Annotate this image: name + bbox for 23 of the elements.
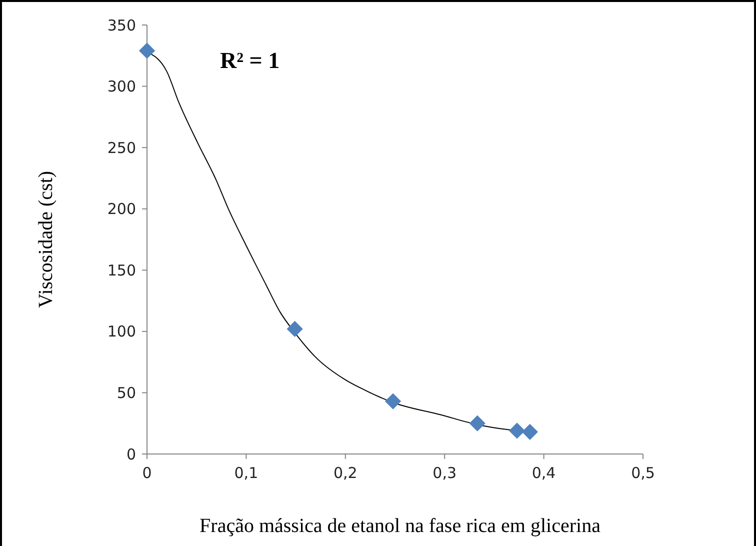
y-tick-label: 0	[126, 445, 136, 464]
y-tick-label: 300	[107, 78, 136, 96]
y-tick-label: 150	[107, 261, 136, 280]
x-tick-label: 0,3	[432, 464, 457, 482]
y-tick-label: 250	[107, 138, 136, 157]
x-tick-label: 0,5	[631, 464, 655, 482]
x-axis-title: Fração mássica de etanol na fase rica em glicerina	[200, 515, 601, 537]
y-tick-label: 350	[107, 16, 136, 34]
point	[508, 422, 526, 439]
point	[384, 393, 402, 410]
y-tick-label: 100	[107, 322, 136, 341]
point	[522, 424, 538, 440]
point	[138, 42, 156, 59]
point	[286, 320, 303, 338]
y-tick-label: 200	[107, 200, 136, 218]
x-tick-label: 0,2	[333, 464, 358, 482]
annotation: R² = 1	[220, 48, 280, 73]
x-tick-label: 0	[142, 464, 152, 482]
point	[469, 415, 486, 432]
y-tick-label: 50	[116, 384, 136, 402]
x-tick-label: 0,1	[234, 464, 258, 482]
y-axis-title: Viscosidade (cst)	[35, 170, 57, 308]
x-tick-label: 0,4	[532, 464, 556, 482]
